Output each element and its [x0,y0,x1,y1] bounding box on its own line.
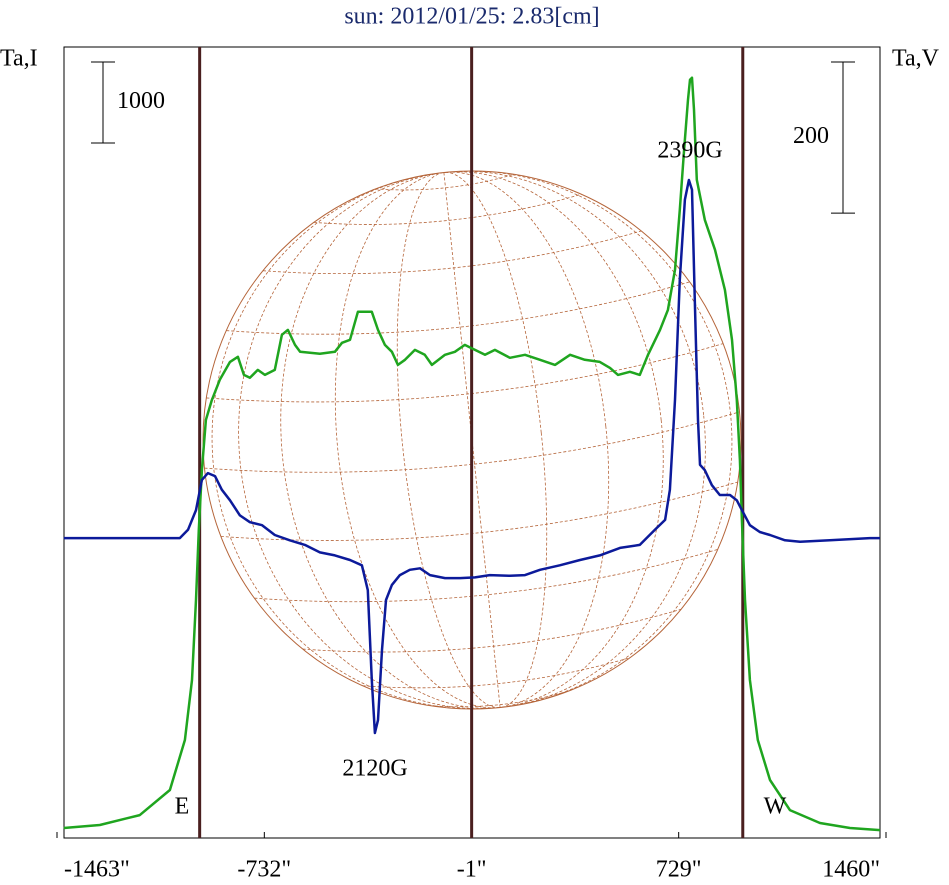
parallel [204,411,740,473]
annotation: E [175,794,190,820]
y-axis-label: Ta,I [0,46,38,72]
series-line [63,178,880,735]
parallel [375,173,515,191]
annotation: W [764,794,787,820]
x-tick-label: 729" [656,857,702,883]
x-tick-label: -732" [237,857,291,883]
parallel [262,230,642,275]
chart-title: sun: 2012/01/25: 2.83[cm] [344,4,599,30]
parallel [429,690,569,708]
x-tick-label: -1" [457,857,487,883]
x-tick-label: -1463" [64,857,130,883]
x-tick-label: 1460" [822,857,880,883]
parallel [302,608,682,653]
meridian [238,170,706,710]
sun-grid [204,170,740,710]
scale-bar-label: 1000 [117,88,165,114]
y2-axis-label: Ta,V [892,46,940,72]
parallel [313,193,582,225]
parallel [206,343,724,403]
meridian [280,171,664,709]
annotation: 2120G [342,756,407,782]
series-line [63,76,881,832]
parallel [254,549,718,603]
meridian [396,171,548,709]
annotation: 2390G [657,138,722,164]
scale-bar-label: 200 [793,123,829,149]
parallel [362,657,631,689]
